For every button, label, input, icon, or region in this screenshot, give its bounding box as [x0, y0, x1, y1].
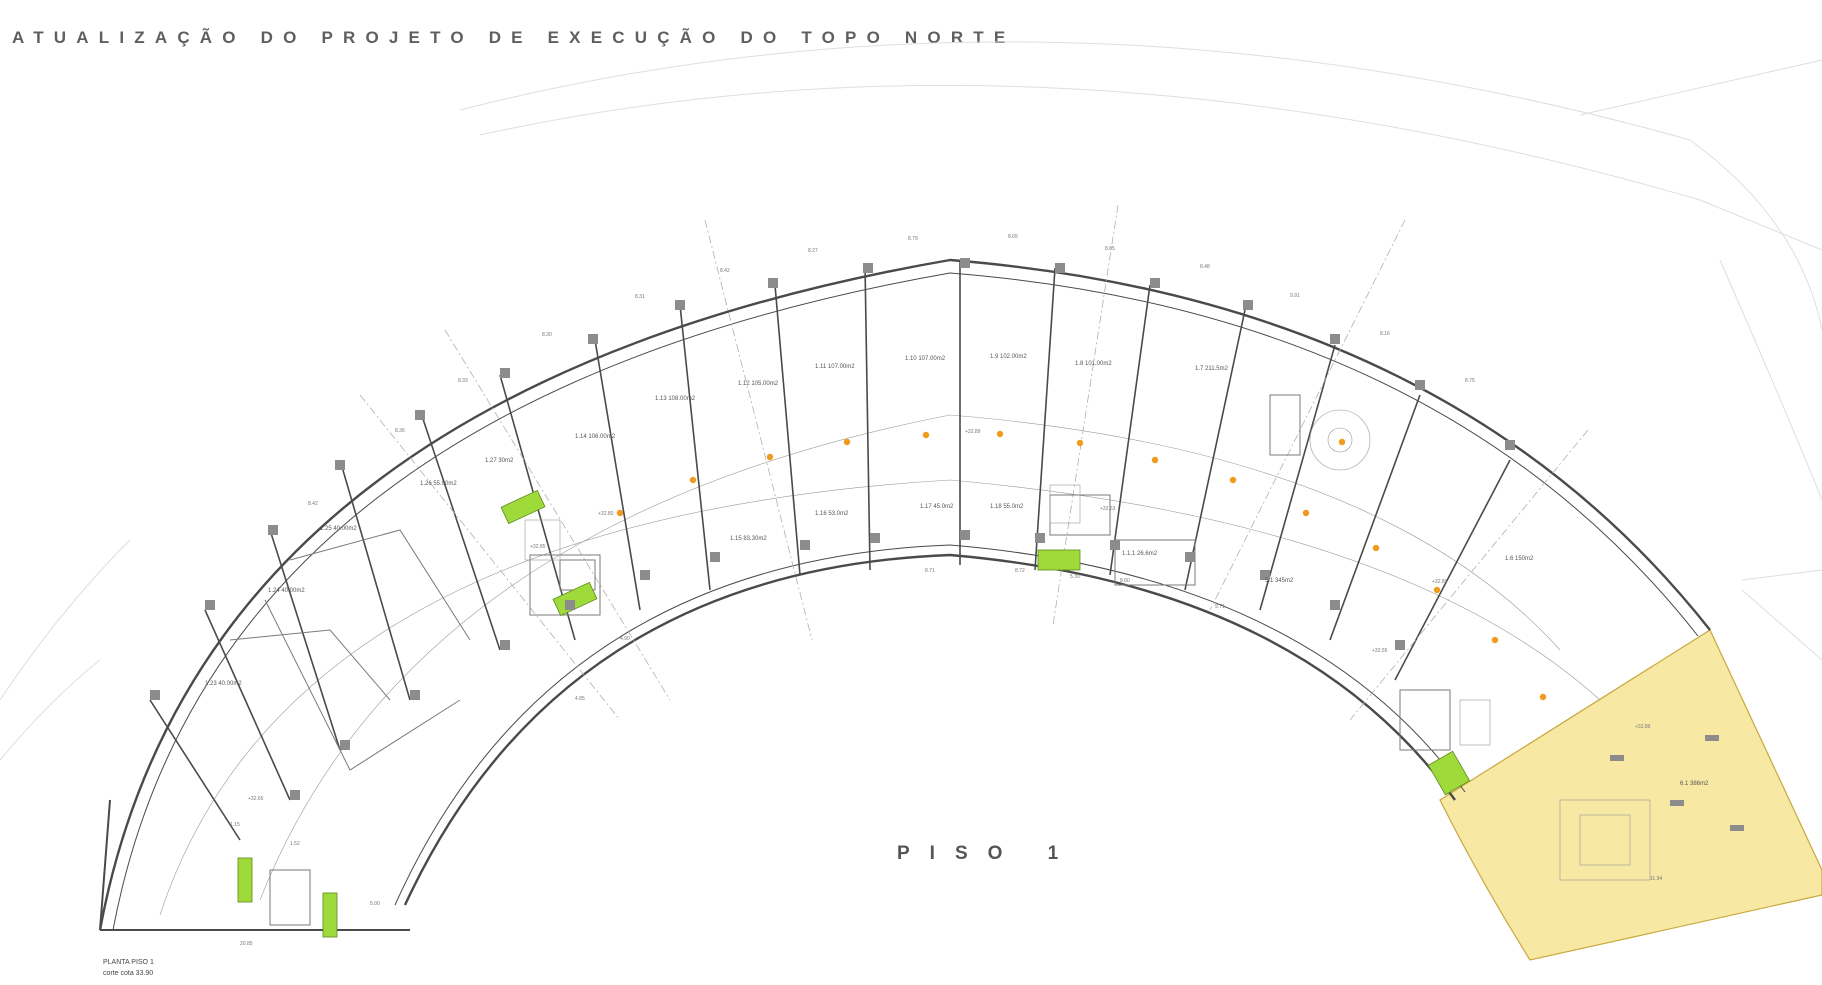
room-label-1-11: 1.11 107.00m2 — [815, 364, 855, 370]
dimension-label: 5.30 — [1070, 574, 1080, 580]
level-marker: +32.85 — [530, 544, 546, 550]
room-label-1-18: 1.18 55.0m2 — [990, 504, 1024, 510]
dimension-label: 8.48 — [1200, 264, 1210, 270]
orange-markers — [616, 430, 1547, 701]
building-outline — [98, 258, 1711, 931]
dimension-label: 9.91 — [1290, 293, 1300, 299]
dimension-label: 9.71 — [1215, 604, 1225, 610]
room-label-1-15: 1.15 83.30m2 — [730, 536, 767, 542]
dimension-label: 8.27 — [808, 248, 818, 254]
level-marker: +32.89 — [1432, 579, 1448, 585]
radial-walls — [149, 262, 1511, 841]
dimension-label: 11.94 — [1650, 876, 1662, 882]
level-markers: +32.89 +32.80 +32.85 +32.89 +32.53 +32.8… — [248, 429, 1651, 802]
dimension-label: 8.71 — [925, 568, 935, 574]
room-label-1-8: 1.8 101.00m2 — [1075, 361, 1112, 367]
dimension-label: 8.79 — [908, 236, 918, 242]
plan-caption: PLANTA PISO 1 corte cota 33.90 — [103, 957, 154, 979]
room-label-1-16: 1.16 53.0m2 — [815, 511, 849, 517]
room-label-1-27: 1.27 30m2 — [485, 458, 514, 464]
plan-caption-title: PLANTA PISO 1 — [103, 959, 154, 966]
dimension-label: 8.75 — [1465, 378, 1475, 384]
dimension-label: 20.85 — [240, 941, 253, 947]
staircases — [524, 409, 1651, 881]
dimension-label: 8.33 — [458, 378, 468, 384]
site-context-lines — [0, 41, 1822, 761]
level-marker: +32.55 — [1372, 648, 1388, 654]
dimension-label: 8.85 — [1105, 246, 1115, 252]
level-marker: +32.89 — [1635, 724, 1651, 730]
room-divisions — [229, 394, 1451, 926]
structural-columns — [150, 258, 1744, 831]
room-label-1-17: 1.17 45.0m2 — [920, 504, 954, 510]
dimension-labels: 8.27 8.79 8.65 8.85 8.48 9.91 8.16 8.75 … — [230, 234, 1662, 947]
room-label-1-6: 1.6 150m2 — [1505, 556, 1534, 562]
room-label-6-1: 6.1 386m2 — [1680, 781, 1709, 787]
room-label-1-25: 1.25 40.00m2 — [320, 526, 357, 532]
room-label-5-1: 5.1 345m2 — [1265, 578, 1294, 584]
dimension-label: 8.36 — [395, 428, 405, 434]
level-marker: +32.80 — [598, 511, 614, 517]
room-label-1-23: 1.23 40.00m2 — [205, 681, 242, 687]
level-marker: +32.53 — [1100, 506, 1116, 512]
dimension-label: 8.30 — [542, 332, 552, 338]
dimension-label: 8.42 — [308, 501, 318, 507]
dimension-label: 4.85 — [575, 696, 585, 702]
dimension-label: 1.15 — [230, 822, 240, 828]
level-marker: +32.89 — [965, 429, 981, 435]
green-service-areas — [237, 489, 1471, 938]
dimension-label: 4.90 — [620, 636, 630, 642]
room-label-1-9: 1.9 102.00m2 — [990, 354, 1027, 360]
room-label-1-10: 1.10 107.00m2 — [905, 356, 946, 362]
room-label-1-13: 1.13 108.00m2 — [655, 396, 696, 402]
room-label-1-12: 1.12 105.00m2 — [738, 381, 779, 387]
dimension-label: 8.60 — [1120, 578, 1130, 584]
dimension-label: 8.31 — [635, 294, 645, 300]
page-title: ATUALIZAÇÃO DO PROJETO DE EXECUÇÃO DO TO… — [12, 28, 1016, 47]
level-marker: +32.65 — [248, 796, 264, 802]
dimension-label: 8.72 — [1015, 568, 1025, 574]
annex-highlight-zone — [1439, 629, 1822, 961]
floor-label: PISO 1 — [897, 843, 1079, 864]
dimension-label: 8.16 — [1380, 331, 1390, 337]
dimension-label: 1.52 — [290, 841, 300, 847]
room-label-1-26: 1.26 55.00m2 — [420, 481, 457, 487]
room-label-1-7: 1.7 211.5m2 — [1195, 366, 1229, 372]
room-labels: 1.11 107.00m2 1.10 107.00m2 1.9 102.00m2… — [205, 354, 1709, 787]
dimension-label: 5.00 — [370, 901, 380, 907]
dimension-label: 8.65 — [1008, 234, 1018, 240]
plan-caption-subtitle: corte cota 33.90 — [103, 970, 154, 977]
room-label-1-14: 1.14 106.00m2 — [575, 434, 616, 440]
room-label-1-1-1: 1.1.1 26.6m2 — [1122, 551, 1158, 557]
room-label-1-24: 1.24 40.00m2 — [268, 588, 305, 594]
dimension-label: 8.42 — [720, 268, 730, 274]
